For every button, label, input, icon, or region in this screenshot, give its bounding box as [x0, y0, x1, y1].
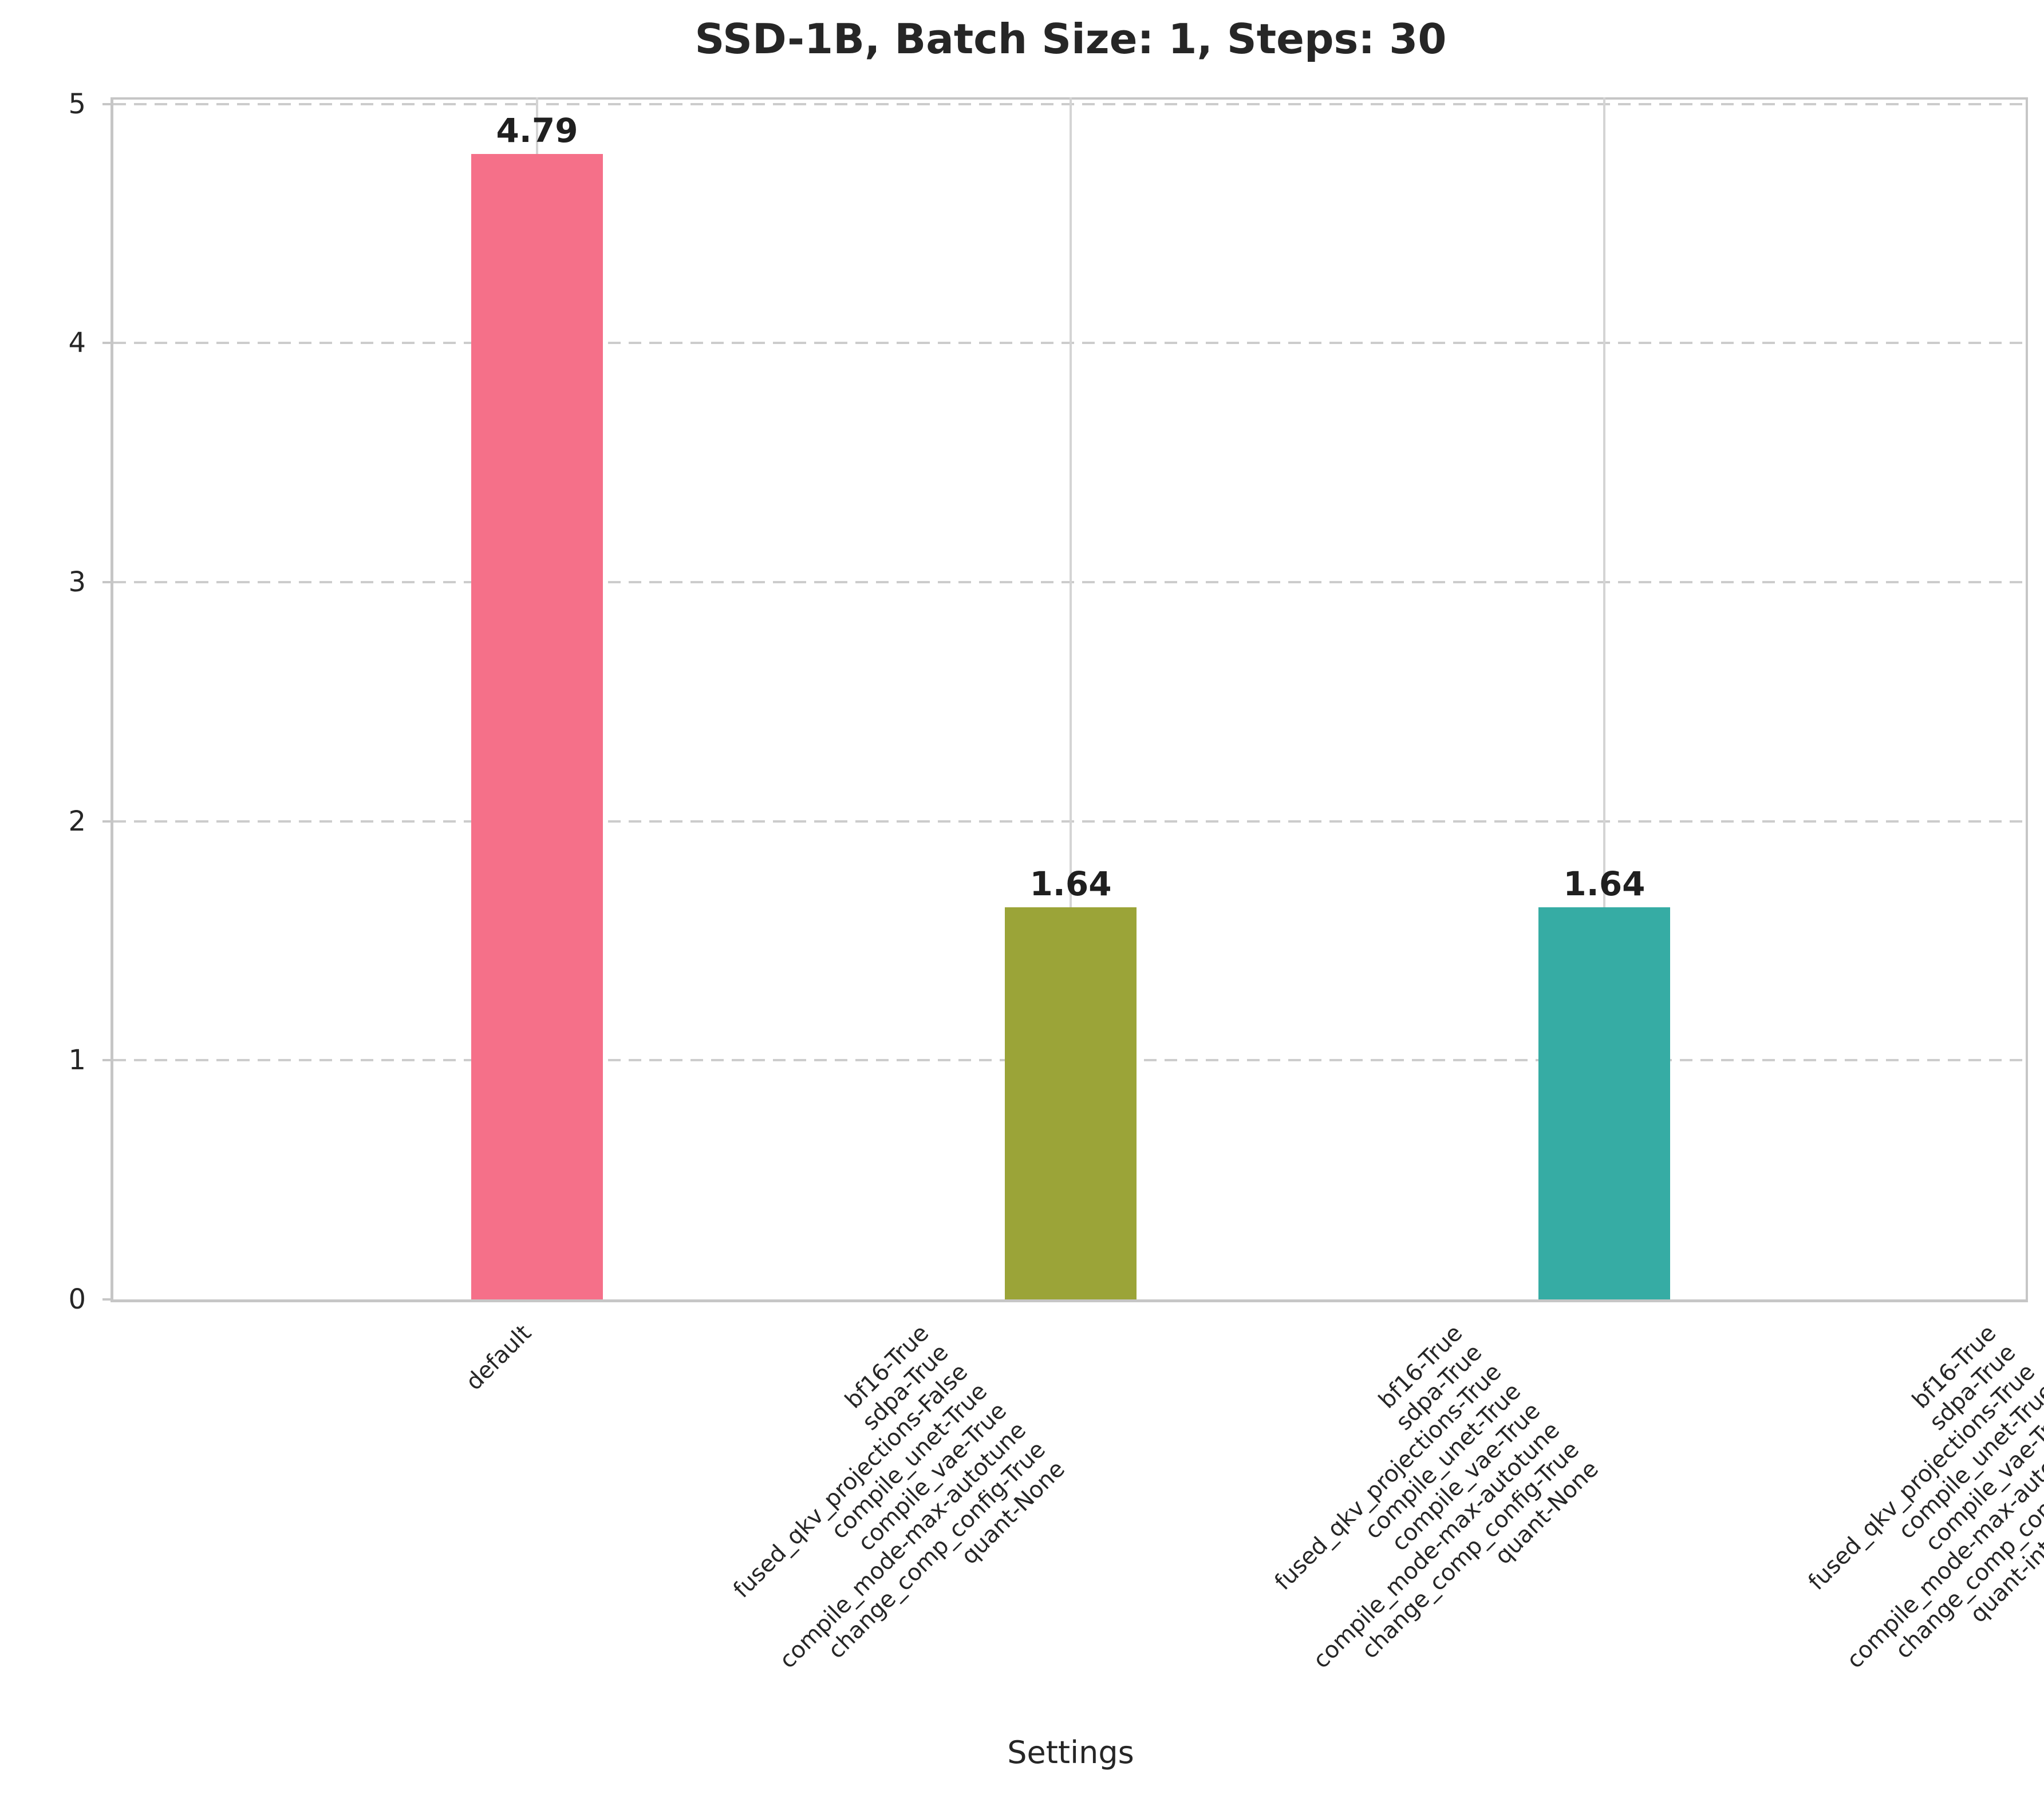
y-tick-label: 5: [68, 88, 86, 120]
v-gridline: [1070, 97, 1072, 1299]
x-tick-label: default: [461, 1319, 537, 1396]
bar-value-label: 1.64: [1563, 864, 1646, 904]
x-tick-label: bf16-True sdpa-True fused_qkv_projection…: [728, 1319, 1071, 1674]
left-spine: [111, 97, 113, 1302]
bar-value-label: 4.79: [496, 111, 578, 151]
x-axis-label: Settings: [1007, 1734, 1134, 1771]
top-spine: [111, 97, 2028, 100]
y-tick-mark: [102, 581, 111, 584]
x-tick-label: bf16-True sdpa-True fused_qkv_projection…: [1270, 1319, 1604, 1674]
chart-title: SSD-1B, Batch Size: 1, Steps: 30: [695, 15, 1447, 63]
y-tick-label: 3: [68, 566, 86, 599]
right-spine: [2026, 97, 2028, 1302]
bottom-spine: [111, 1299, 2028, 1302]
y-tick-label: 2: [68, 805, 86, 837]
y-tick-label: 0: [68, 1283, 86, 1315]
y-tick-mark: [102, 102, 111, 105]
y-tick-mark: [102, 820, 111, 823]
y-tick-label: 4: [68, 327, 86, 359]
y-tick-label: 1: [68, 1044, 86, 1077]
bar-value-label: 1.64: [1029, 864, 1112, 904]
bar: [1538, 907, 1670, 1299]
bar: [471, 154, 603, 1299]
plot-area: [111, 97, 2028, 1302]
x-tick-label: bf16-True sdpa-True fused_qkv_projection…: [1804, 1319, 2044, 1674]
y-tick-mark: [102, 342, 111, 345]
y-tick-mark: [102, 1298, 111, 1301]
y-tick-mark: [102, 1059, 111, 1062]
bar: [1005, 907, 1137, 1299]
v-gridline: [1603, 97, 1605, 1299]
